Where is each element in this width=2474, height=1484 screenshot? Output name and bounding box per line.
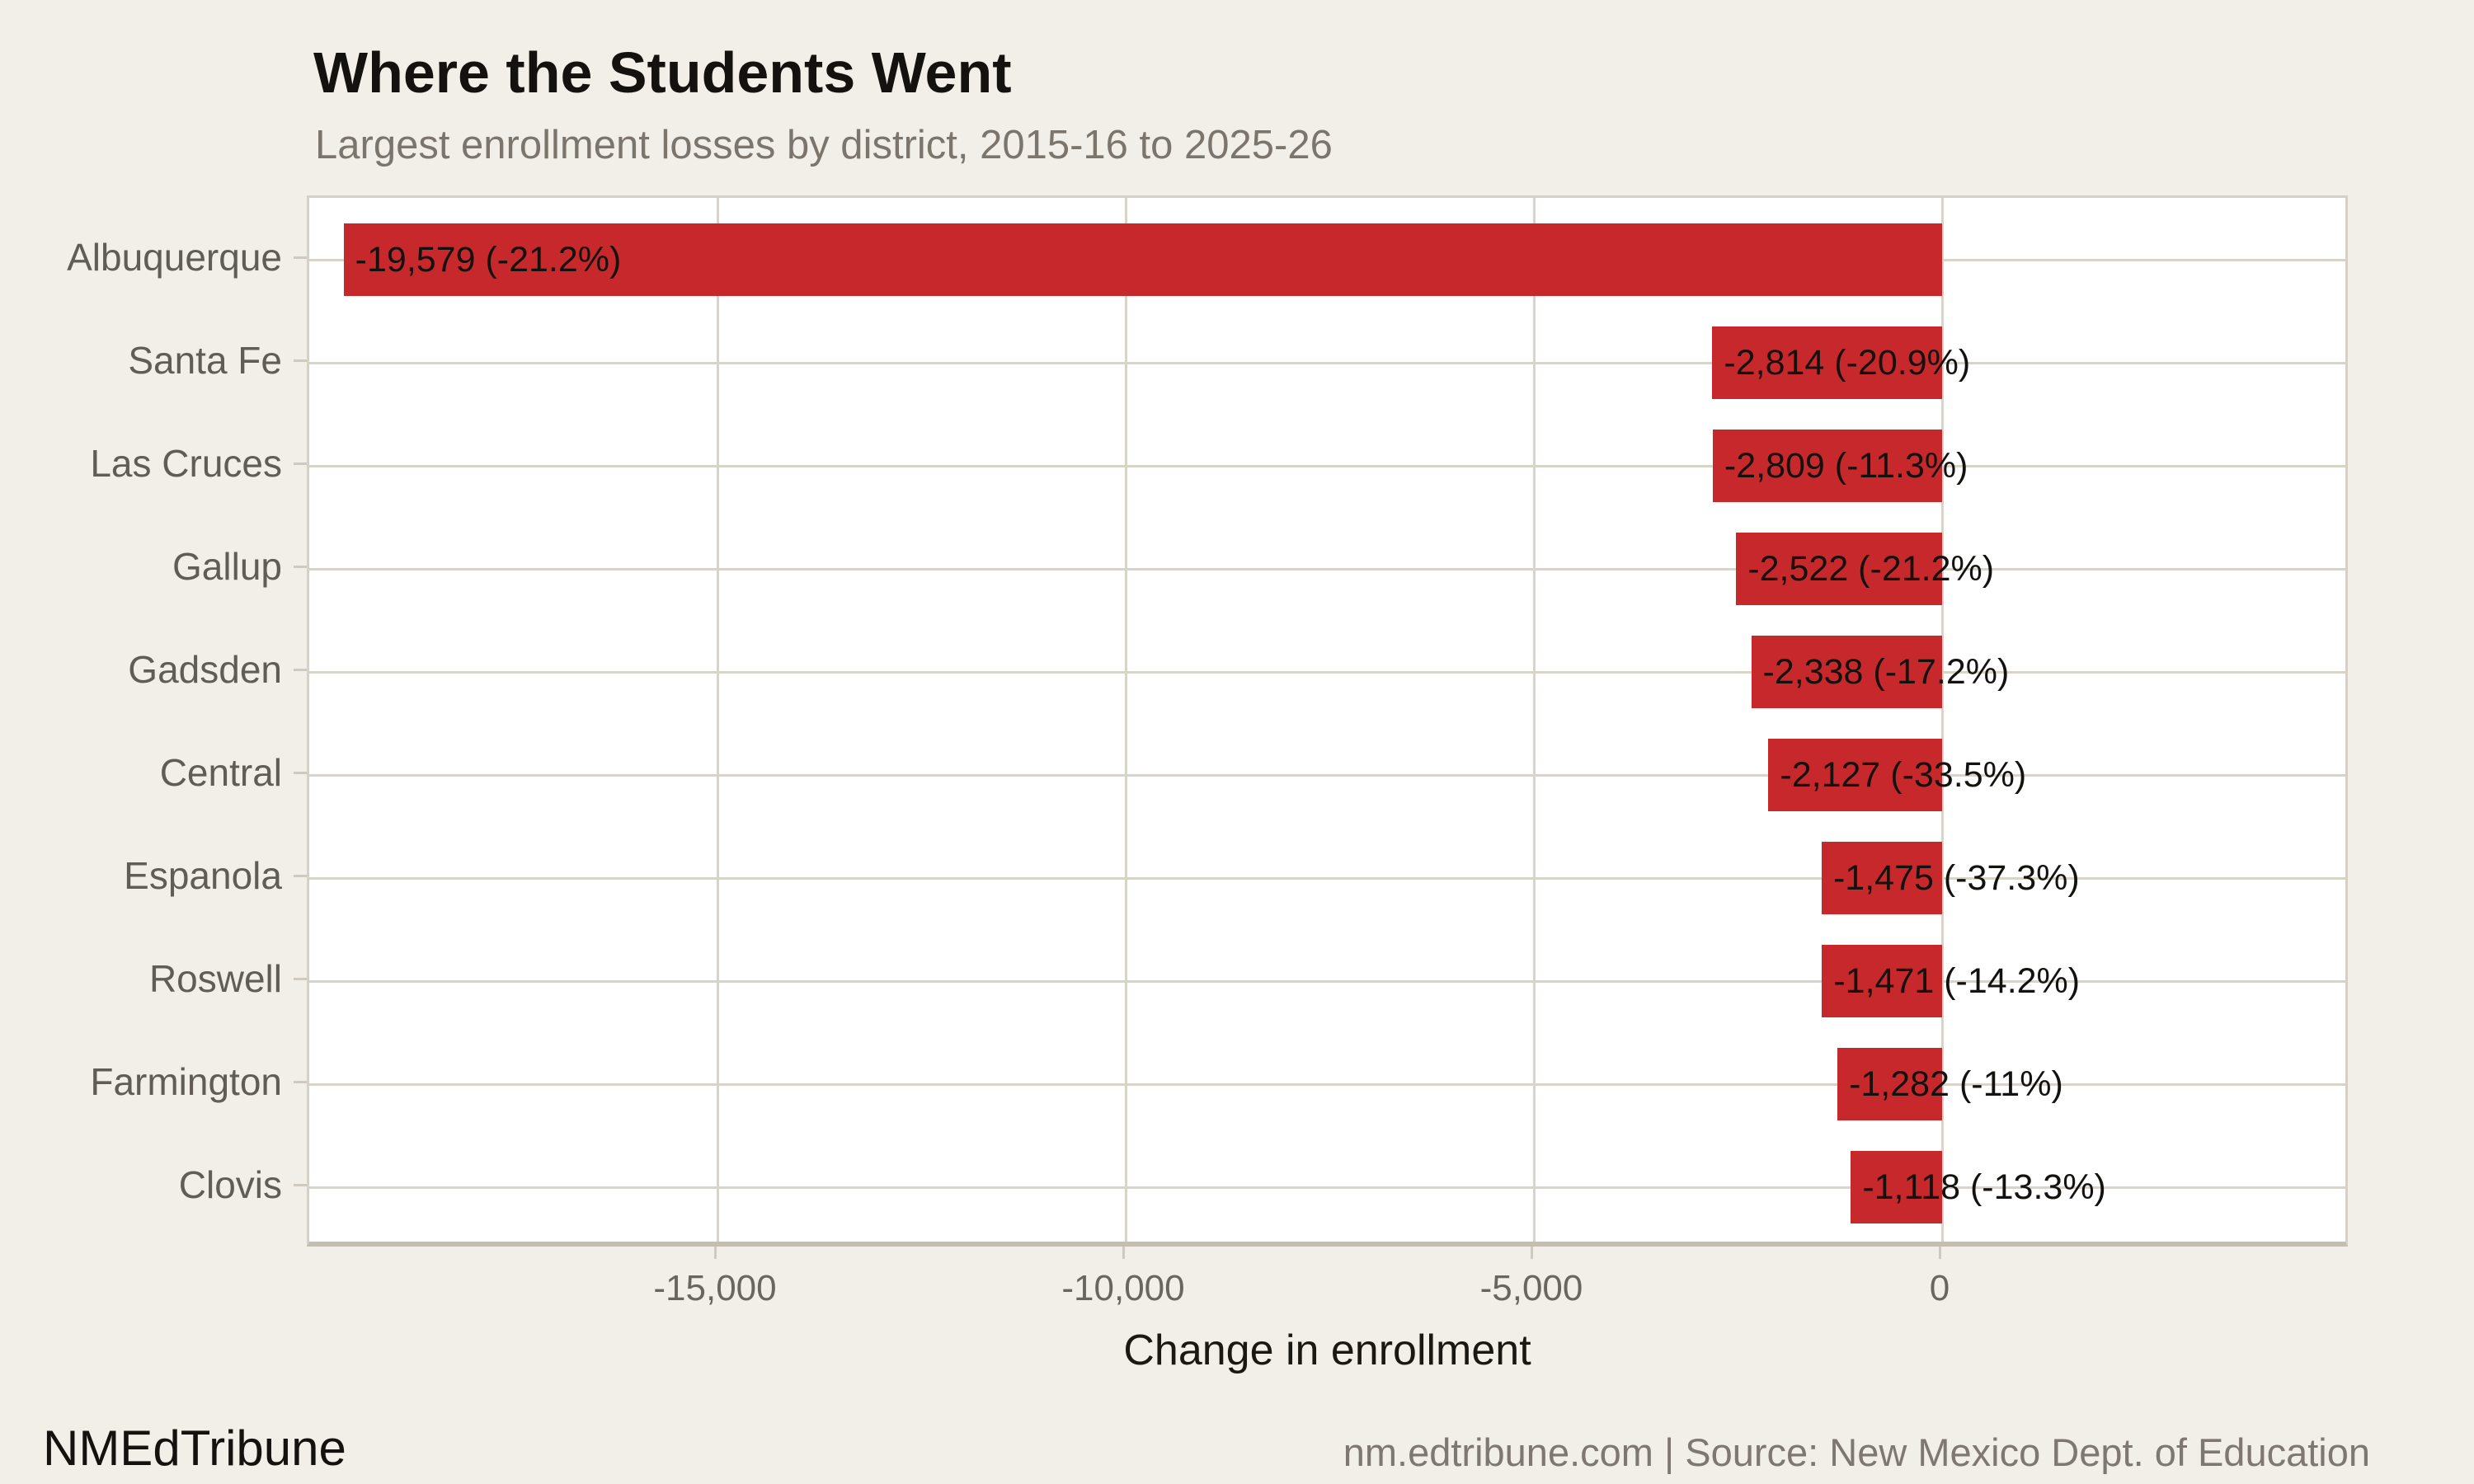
chart-subtitle: Largest enrollment losses by district, 2… bbox=[315, 123, 1333, 167]
bar bbox=[1822, 945, 1942, 1017]
y-axis-label: Clovis bbox=[178, 1163, 282, 1206]
x-axis-title: Change in enrollment bbox=[1123, 1327, 1531, 1374]
x-tick-label: 0 bbox=[1929, 1268, 1950, 1308]
gridline-y bbox=[309, 1186, 2345, 1189]
y-axis-label: Gadsden bbox=[128, 648, 282, 691]
bar-value-label: -2,522 (-21.2%) bbox=[1747, 549, 1995, 589]
gridline-x bbox=[1125, 198, 1127, 1242]
y-axis-label: Espanola bbox=[124, 854, 282, 897]
bar bbox=[1736, 533, 1942, 605]
chart-title: Where the Students Went bbox=[313, 40, 1012, 105]
bar-value-label: -2,338 (-17.2%) bbox=[1762, 652, 2010, 692]
y-axis-label: Farmington bbox=[90, 1060, 282, 1103]
y-axis-label: Las Cruces bbox=[90, 442, 282, 485]
bar-value-label: -19,579 (-21.2%) bbox=[355, 240, 622, 279]
y-tick-mark bbox=[294, 566, 307, 568]
gridline-y bbox=[309, 1083, 2345, 1086]
bar bbox=[1837, 1048, 1942, 1120]
y-tick-mark bbox=[294, 875, 307, 877]
y-axis-label: Roswell bbox=[148, 957, 282, 1000]
x-tick-mark bbox=[1122, 1247, 1125, 1259]
plot-panel: -19,579 (-21.2%) -2,814 (-20.9%) -2,809 (-… bbox=[307, 195, 2348, 1247]
gridline-y bbox=[309, 465, 2345, 467]
gridline-y bbox=[309, 774, 2345, 777]
gridline-x bbox=[1533, 198, 1536, 1242]
y-axis-label: Central bbox=[159, 751, 282, 794]
x-tick-mark bbox=[714, 1247, 717, 1259]
x-tick-label: -5,000 bbox=[1479, 1268, 1583, 1308]
y-tick-mark bbox=[294, 463, 307, 465]
gridline-y bbox=[309, 877, 2345, 880]
bar bbox=[343, 223, 1942, 296]
y-tick-mark bbox=[294, 978, 307, 980]
bar-value-label: -1,282 (-11%) bbox=[1849, 1064, 2063, 1104]
y-tick-mark bbox=[294, 669, 307, 671]
y-tick-mark bbox=[294, 772, 307, 774]
bar-value-label: -1,118 (-13.3%) bbox=[1862, 1167, 2106, 1207]
y-tick-mark bbox=[294, 1081, 307, 1083]
gridline-y bbox=[309, 671, 2345, 674]
bar-value-label: -2,809 (-11.3%) bbox=[1724, 446, 1968, 486]
x-tick-mark bbox=[1939, 1247, 1941, 1259]
bar-value-label: -2,814 (-20.9%) bbox=[1724, 343, 1971, 383]
y-tick-mark bbox=[294, 256, 307, 259]
gridline-x bbox=[717, 198, 719, 1242]
bar-value-label: -2,127 (-33.5%) bbox=[1780, 755, 2027, 795]
x-tick-mark bbox=[1531, 1247, 1533, 1259]
x-tick-label: -15,000 bbox=[653, 1268, 777, 1308]
footer-brand: NMEdTribune bbox=[43, 1421, 346, 1476]
bar bbox=[1821, 842, 1942, 914]
bar bbox=[1712, 326, 1942, 399]
y-tick-mark bbox=[294, 359, 307, 362]
x-tick-label: -10,000 bbox=[1061, 1268, 1185, 1308]
bar bbox=[1851, 1151, 1942, 1223]
gridline-y bbox=[309, 980, 2345, 983]
y-axis-label: Gallup bbox=[172, 545, 282, 588]
y-tick-mark bbox=[294, 1184, 307, 1186]
bar bbox=[1751, 636, 1942, 708]
bar bbox=[1712, 430, 1942, 502]
bar-value-label: -1,471 (-14.2%) bbox=[1833, 961, 2081, 1001]
y-axis-label: Albuquerque bbox=[67, 236, 282, 279]
gridline-y bbox=[309, 362, 2345, 364]
bar-value-label: -1,475 (-37.3%) bbox=[1832, 858, 2080, 898]
gridline-y bbox=[309, 568, 2345, 571]
footer-source: nm.edtribune.com | Source: New Mexico De… bbox=[1343, 1430, 2370, 1474]
y-axis-label: Santa Fe bbox=[128, 339, 282, 382]
bar bbox=[1768, 739, 1942, 811]
gridline-x bbox=[1941, 198, 1944, 1242]
